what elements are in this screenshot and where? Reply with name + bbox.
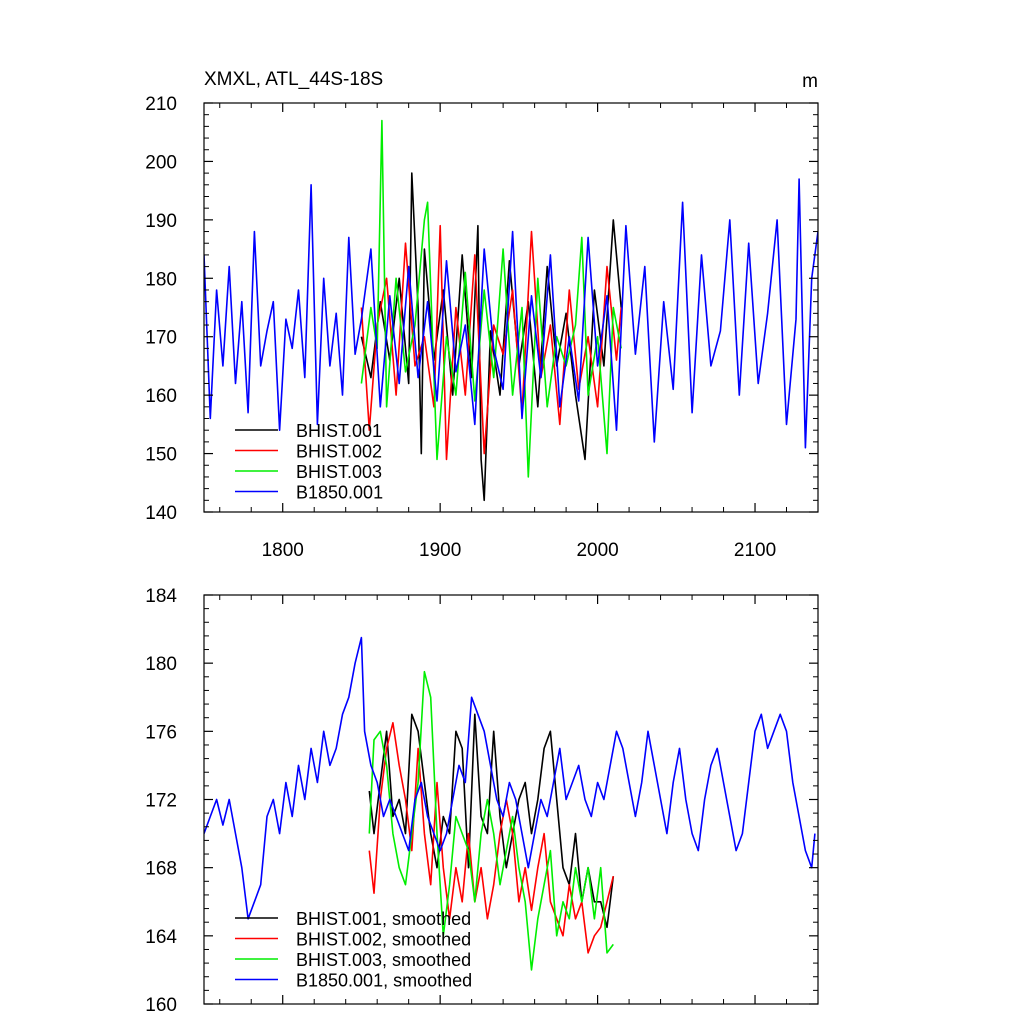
y-tick-label: 150 bbox=[145, 445, 177, 466]
y-tick-label: 184 bbox=[145, 586, 177, 607]
legend-label: BHIST.002, smoothed bbox=[296, 930, 471, 950]
series-group bbox=[204, 119, 818, 502]
top-panel: 140 150 160 170 180 190 200 210 1800 1900 2000 2100… bbox=[145, 94, 819, 561]
series-line-bhist-003-smoothed bbox=[368, 670, 614, 971]
series-line-b1850-001-smoothed bbox=[204, 636, 816, 920]
y-tick-label: 140 bbox=[145, 503, 177, 524]
legend-label: BHIST.003, smoothed bbox=[296, 950, 471, 970]
y-tick-label: 164 bbox=[145, 927, 177, 948]
legend-label: BHIST.003 bbox=[296, 462, 382, 482]
legend-label: BHIST.002 bbox=[296, 442, 382, 462]
series-line-bhist-002-smoothed bbox=[368, 721, 615, 954]
y-tick-label: 210 bbox=[145, 94, 177, 115]
y-tick-label: 180 bbox=[145, 654, 177, 675]
x-tick-label: 2100 bbox=[734, 540, 776, 561]
y-tick-label: 160 bbox=[145, 386, 177, 407]
legend-label: B1850.001 bbox=[296, 483, 383, 503]
plot-frame bbox=[203, 102, 819, 513]
legend-label: BHIST.001, smoothed bbox=[296, 909, 471, 929]
y-tick-label: 160 bbox=[145, 995, 177, 1016]
legend-label: B1850.001, smoothed bbox=[296, 971, 472, 991]
x-tick-label: 1900 bbox=[419, 540, 461, 561]
units-label: m bbox=[802, 71, 818, 92]
y-tick-label: 190 bbox=[145, 211, 177, 232]
chart-title: XMXL, ATL_44S-18S bbox=[204, 69, 383, 90]
y-tick-label: 170 bbox=[145, 328, 177, 349]
bottom-panel: 160 164 168 172 176 180 184 BHIST.001, smoothed… bbox=[145, 586, 819, 1016]
series-line-bhist-001 bbox=[360, 172, 622, 502]
series-line-b1850-001 bbox=[204, 178, 818, 449]
series-line-bhist-001-smoothed bbox=[368, 713, 615, 929]
y-tick-label: 172 bbox=[145, 791, 177, 812]
x-tick-label: 1800 bbox=[262, 540, 304, 561]
y-tick-label: 200 bbox=[145, 152, 177, 173]
y-tick-label: 180 bbox=[145, 269, 177, 290]
x-tick-label: 2000 bbox=[576, 540, 618, 561]
legend-label: BHIST.001 bbox=[296, 421, 382, 441]
series-line-bhist-003 bbox=[360, 119, 622, 478]
y-tick-label: 168 bbox=[145, 859, 177, 880]
series-group bbox=[204, 636, 816, 971]
y-tick-label: 176 bbox=[145, 722, 177, 743]
